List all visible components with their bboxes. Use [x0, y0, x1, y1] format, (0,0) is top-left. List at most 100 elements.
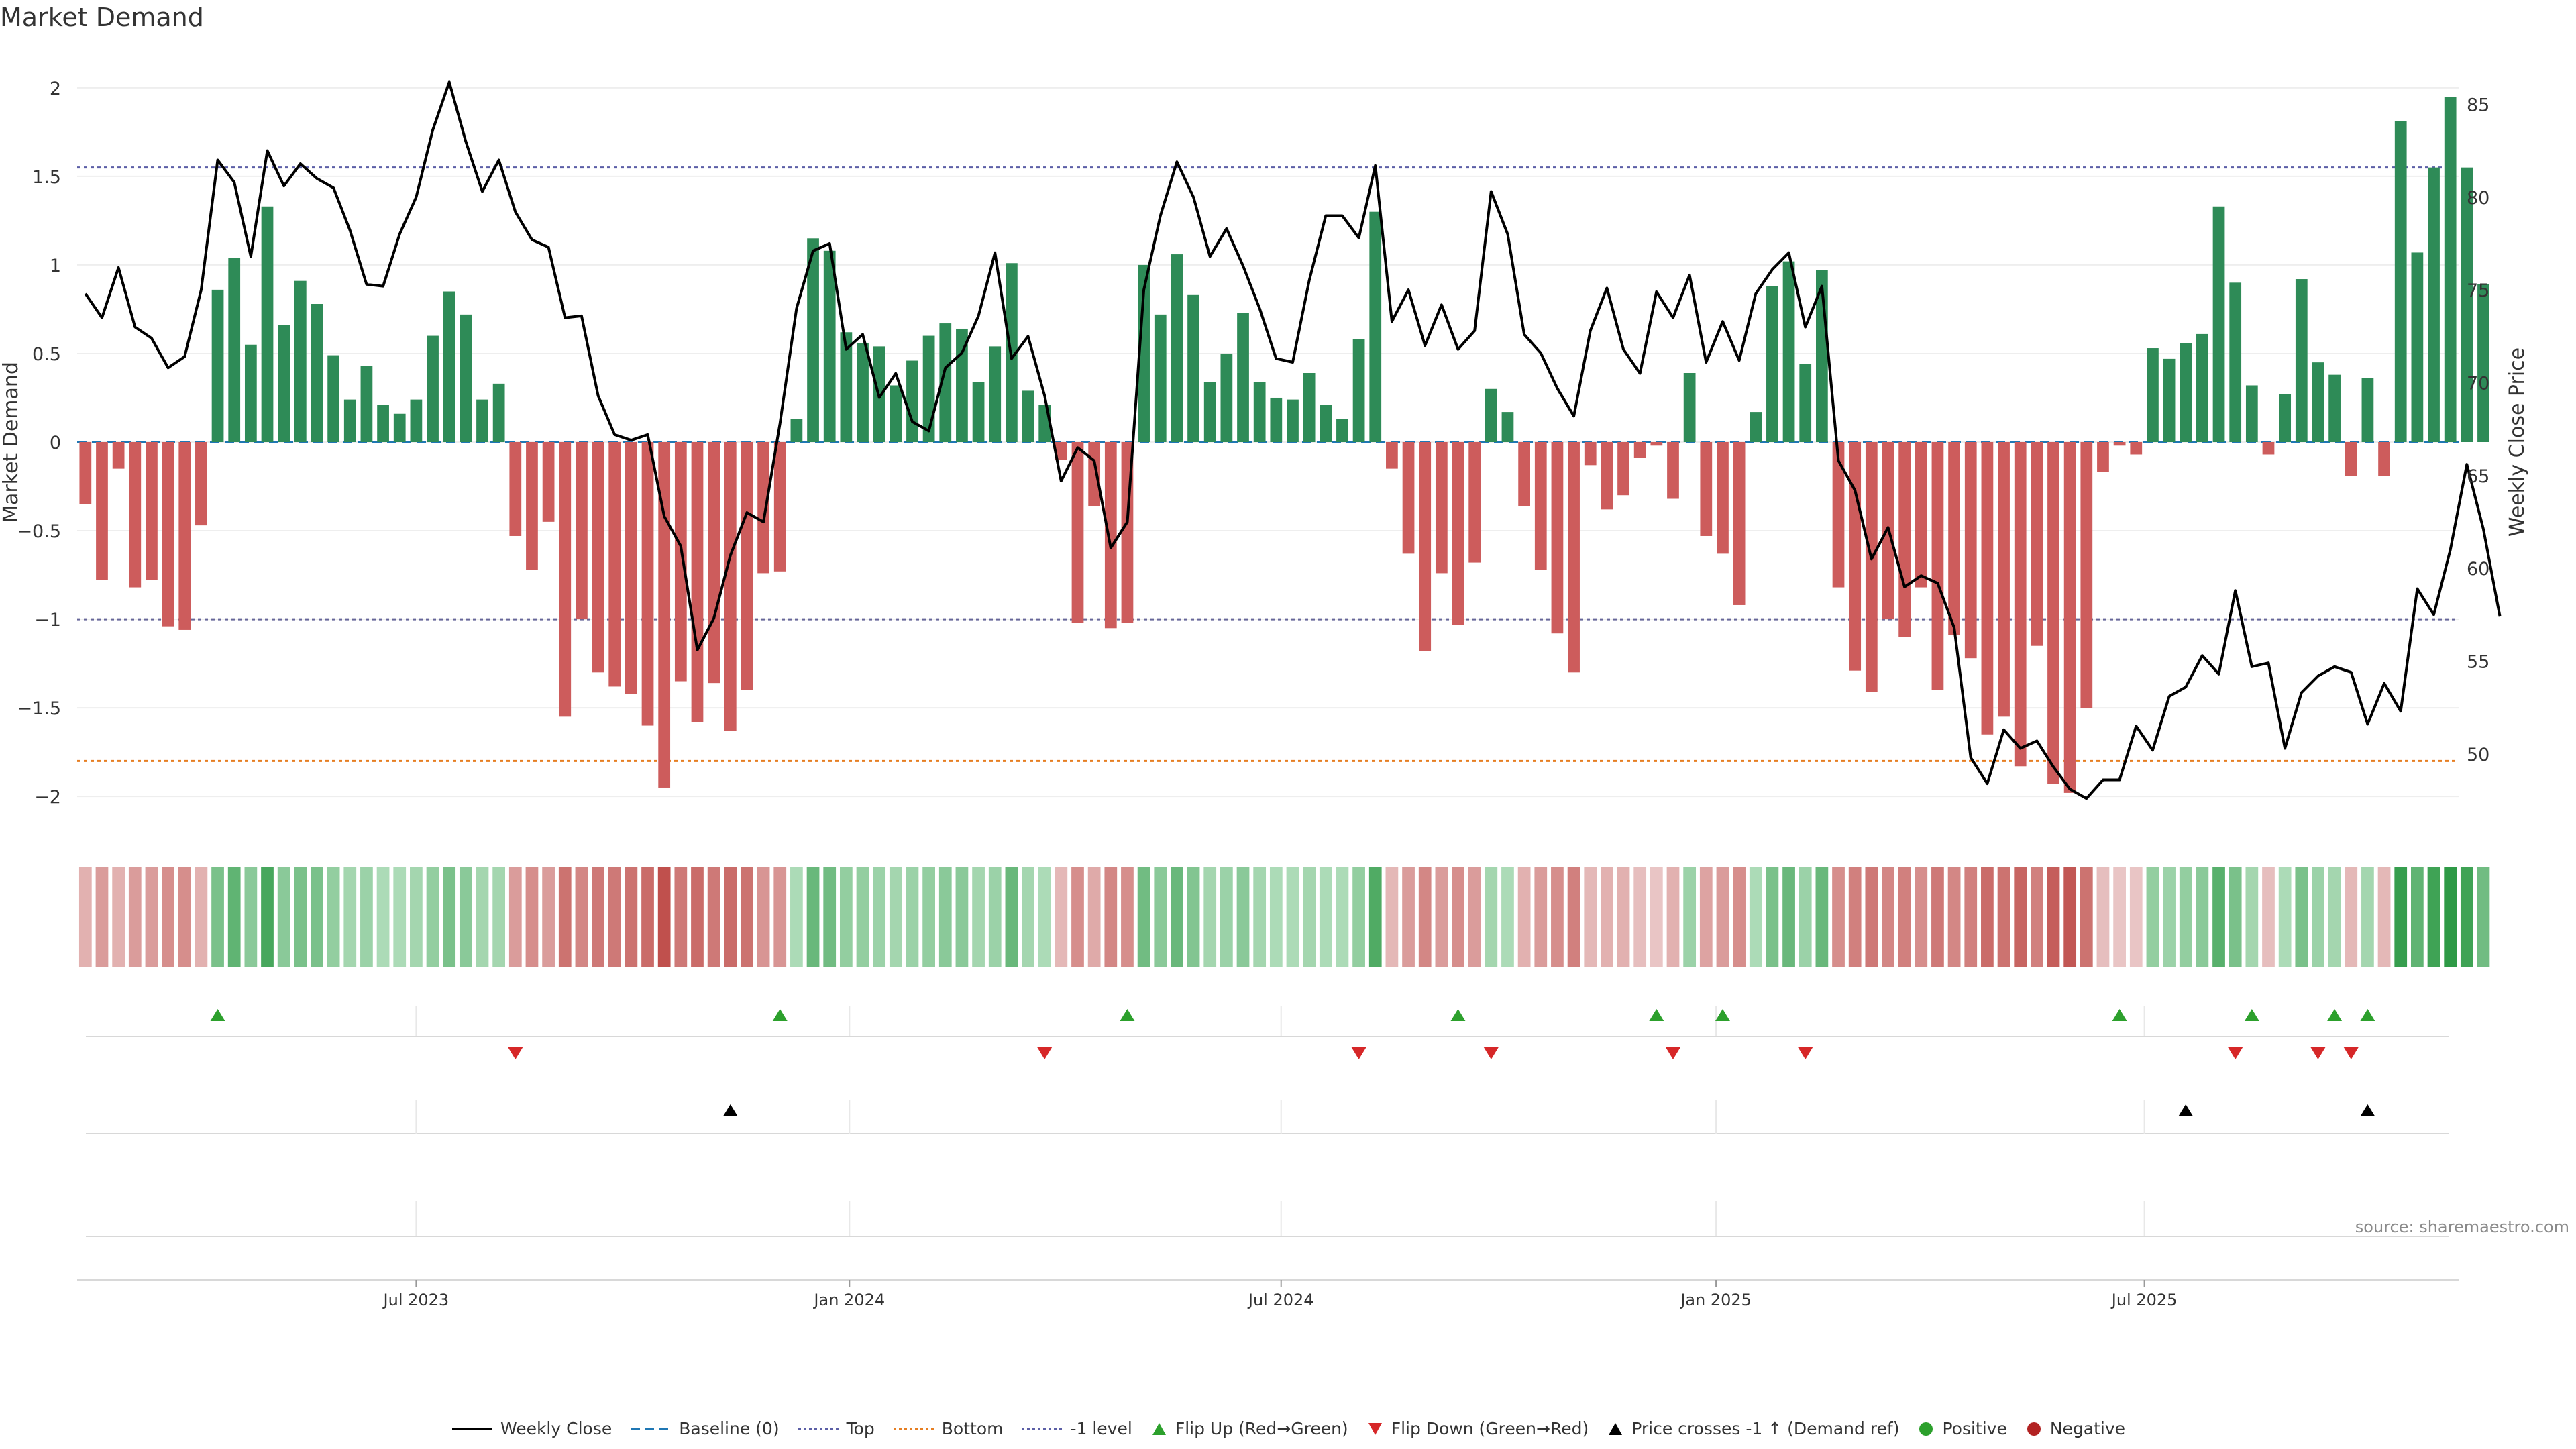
- x-tick-label: Jul 2025: [2110, 1291, 2178, 1309]
- legend-item-minus1: -1 level: [1020, 1419, 1132, 1438]
- demand-bar: [2212, 206, 2225, 442]
- demand-bar: [162, 442, 174, 627]
- legend-item-flip_down: Flip Down (Green→Red): [1366, 1419, 1589, 1438]
- strip-cell: [773, 867, 787, 967]
- strip-cell: [261, 867, 274, 967]
- strip-cell: [227, 867, 241, 967]
- strip-cell: [1402, 867, 1415, 967]
- demand-bar: [2279, 394, 2292, 442]
- demand-bar: [1782, 261, 1795, 442]
- legend-label: -1 level: [1070, 1419, 1132, 1438]
- demand-bar: [79, 442, 92, 504]
- strip-cell: [625, 867, 638, 967]
- strip-cell: [1650, 867, 1663, 967]
- demand-bar: [1948, 442, 1960, 635]
- flip-up-marker: [1649, 1009, 1664, 1021]
- demand-bar: [2196, 333, 2208, 442]
- demand-bar: [2477, 284, 2489, 442]
- demand-bar: [2063, 442, 2076, 793]
- y2-tick-label: 70: [2467, 373, 2489, 394]
- legend-symbol-baseline: [631, 1428, 672, 1430]
- strip-cell: [2295, 867, 2308, 967]
- demand-bar: [244, 344, 257, 442]
- demand-bar: [1386, 442, 1398, 469]
- demand-bar: [2147, 348, 2159, 442]
- strip-cell: [955, 867, 969, 967]
- strip-cell: [443, 867, 456, 967]
- legend-item-negative: Negative: [2025, 1419, 2125, 1438]
- demand-bar: [1022, 390, 1034, 442]
- demand-bar: [1733, 442, 1746, 605]
- demand-bar: [2180, 343, 2192, 442]
- event-markers: [86, 1006, 2449, 1237]
- y2-tick-label: 75: [2467, 280, 2489, 301]
- demand-bar: [1998, 442, 2010, 717]
- strip-cell: [1303, 867, 1316, 967]
- flip-down-marker: [1665, 1047, 1680, 1059]
- strip-cell: [2212, 867, 2225, 967]
- strip-cell: [1617, 867, 1630, 967]
- demand-bar: [2312, 362, 2324, 442]
- legend-symbol-bottom: [893, 1428, 934, 1430]
- y-tick-label: −1: [34, 610, 61, 631]
- flip-up-marker: [210, 1009, 225, 1021]
- strip-cell: [162, 867, 174, 967]
- strip-cell: [1601, 867, 1613, 967]
- strip-cell: [2047, 867, 2060, 967]
- strip-cell: [889, 867, 902, 967]
- demand-bar: [1220, 353, 1233, 442]
- demand-bar: [708, 442, 720, 684]
- strip-cell: [277, 867, 290, 967]
- demand-bar: [1468, 442, 1481, 563]
- strip-cell: [1485, 867, 1498, 967]
- strip-cell: [426, 867, 439, 967]
- strip-cell: [1501, 867, 1514, 967]
- strip-cell: [1220, 867, 1233, 967]
- strip-cell: [2312, 867, 2324, 967]
- demand-bar: [1766, 286, 1778, 442]
- legend-symbol-flip_up: [1152, 1422, 1166, 1435]
- legend-glyph: [1609, 1422, 1623, 1435]
- y-tick-label: 1.5: [32, 167, 61, 188]
- demand-bar: [2080, 442, 2093, 708]
- demand-bar: [228, 258, 241, 442]
- demand-bar: [1055, 442, 1067, 460]
- demand-bar: [2361, 378, 2374, 442]
- legend-symbol-minus1: [1022, 1428, 1063, 1430]
- strip-cell: [1352, 867, 1365, 967]
- flip-up-marker: [2244, 1009, 2259, 1021]
- demand-bar: [1253, 382, 1266, 442]
- demand-bar: [658, 442, 671, 788]
- strip-cell: [1418, 867, 1432, 967]
- strip-cell: [2444, 867, 2457, 967]
- strip-cell: [311, 867, 323, 967]
- demand-bar: [2097, 442, 2109, 472]
- legend-symbol-flip_down: [1368, 1422, 1382, 1435]
- strip-cell: [1716, 867, 1729, 967]
- legend-label: Flip Up (Red→Green): [1175, 1419, 1348, 1438]
- y-tick-label: 0.5: [32, 344, 61, 365]
- demand-bar: [443, 291, 455, 442]
- strip-cell: [1915, 867, 1928, 967]
- demand-bar: [2411, 252, 2424, 442]
- strip-cell: [1997, 867, 2010, 967]
- strip-cell: [1435, 867, 1448, 967]
- demand-bar: [311, 304, 323, 442]
- flip-up-marker: [2327, 1009, 2343, 1021]
- demand-bar: [1088, 442, 1101, 506]
- strip-cell: [972, 867, 985, 967]
- strip-cell: [476, 867, 489, 967]
- flip-up-marker: [1450, 1009, 1466, 1021]
- strip-cell: [508, 867, 522, 967]
- strip-cell: [1733, 867, 1746, 967]
- legend-glyph: [1368, 1422, 1382, 1435]
- strip-cell: [1947, 867, 1961, 967]
- strip-cell: [641, 867, 654, 967]
- grid-layer: [77, 87, 2459, 798]
- demand-bar: [1320, 405, 1332, 442]
- strip-cell: [1766, 867, 1779, 967]
- strip-cell: [128, 867, 142, 967]
- demand-bar: [1617, 442, 1629, 496]
- demand-bar: [1452, 442, 1464, 625]
- demand-bar: [343, 399, 356, 442]
